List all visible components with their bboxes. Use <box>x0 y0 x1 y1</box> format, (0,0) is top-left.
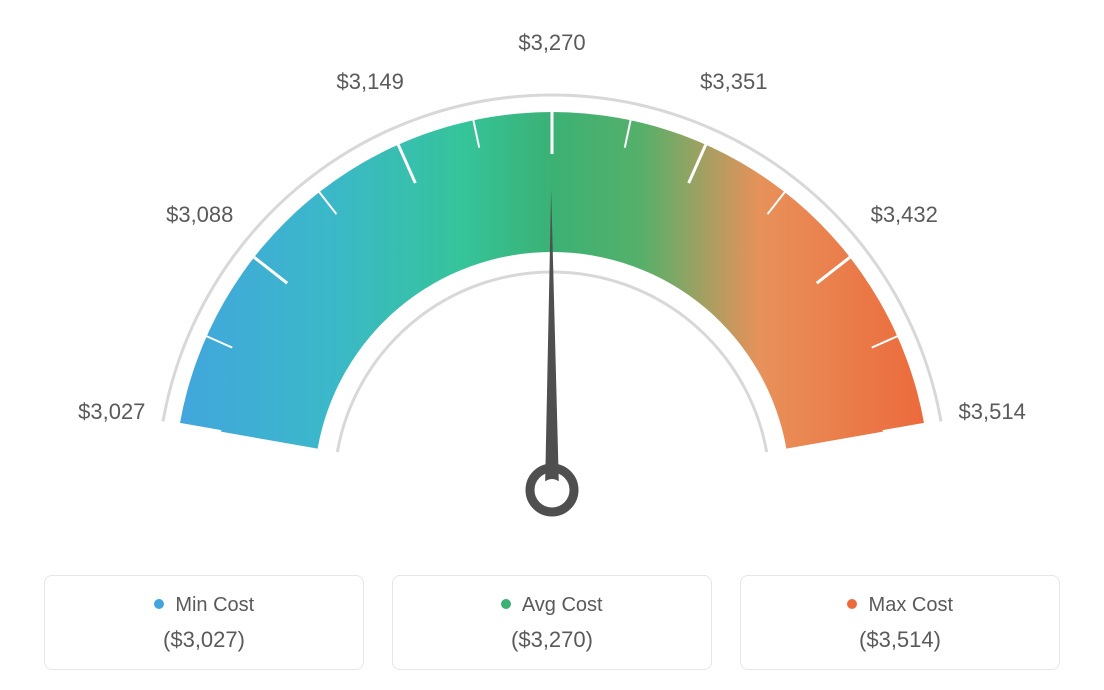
legend-card-avg: Avg Cost ($3,270) <box>392 575 712 670</box>
gauge-tick-label: $3,432 <box>871 202 938 228</box>
gauge-tick-label: $3,514 <box>959 399 1026 425</box>
legend-label: Avg Cost <box>522 594 603 616</box>
gauge-tick-label: $3,149 <box>337 69 404 95</box>
gauge-tick-label: $3,088 <box>166 202 233 228</box>
legend-label: Max Cost <box>869 594 953 616</box>
legend-value-min: ($3,027) <box>55 627 353 653</box>
dot-icon <box>847 599 857 609</box>
legend-label: Min Cost <box>175 594 254 616</box>
gauge-svg <box>0 0 1104 560</box>
legend-card-max: Max Cost ($3,514) <box>740 575 1060 670</box>
dot-icon <box>501 599 511 609</box>
gauge-chart: $3,027 $3,088 $3,149 $3,270 $3,351 $3,432 $3,5… <box>0 0 1104 560</box>
legend-value-avg: ($3,270) <box>403 627 701 653</box>
gauge-tick-label: $3,027 <box>78 399 145 425</box>
dot-icon <box>154 599 164 609</box>
legend-row: Min Cost ($3,027) Avg Cost ($3,270) Max … <box>0 575 1104 670</box>
legend-title-avg: Avg Cost <box>403 594 701 617</box>
legend-title-max: Max Cost <box>751 594 1049 617</box>
legend-value-max: ($3,514) <box>751 627 1049 653</box>
gauge-tick-label: $3,270 <box>518 30 585 56</box>
legend-card-min: Min Cost ($3,027) <box>44 575 364 670</box>
legend-title-min: Min Cost <box>55 594 353 617</box>
gauge-tick-label: $3,351 <box>700 69 767 95</box>
